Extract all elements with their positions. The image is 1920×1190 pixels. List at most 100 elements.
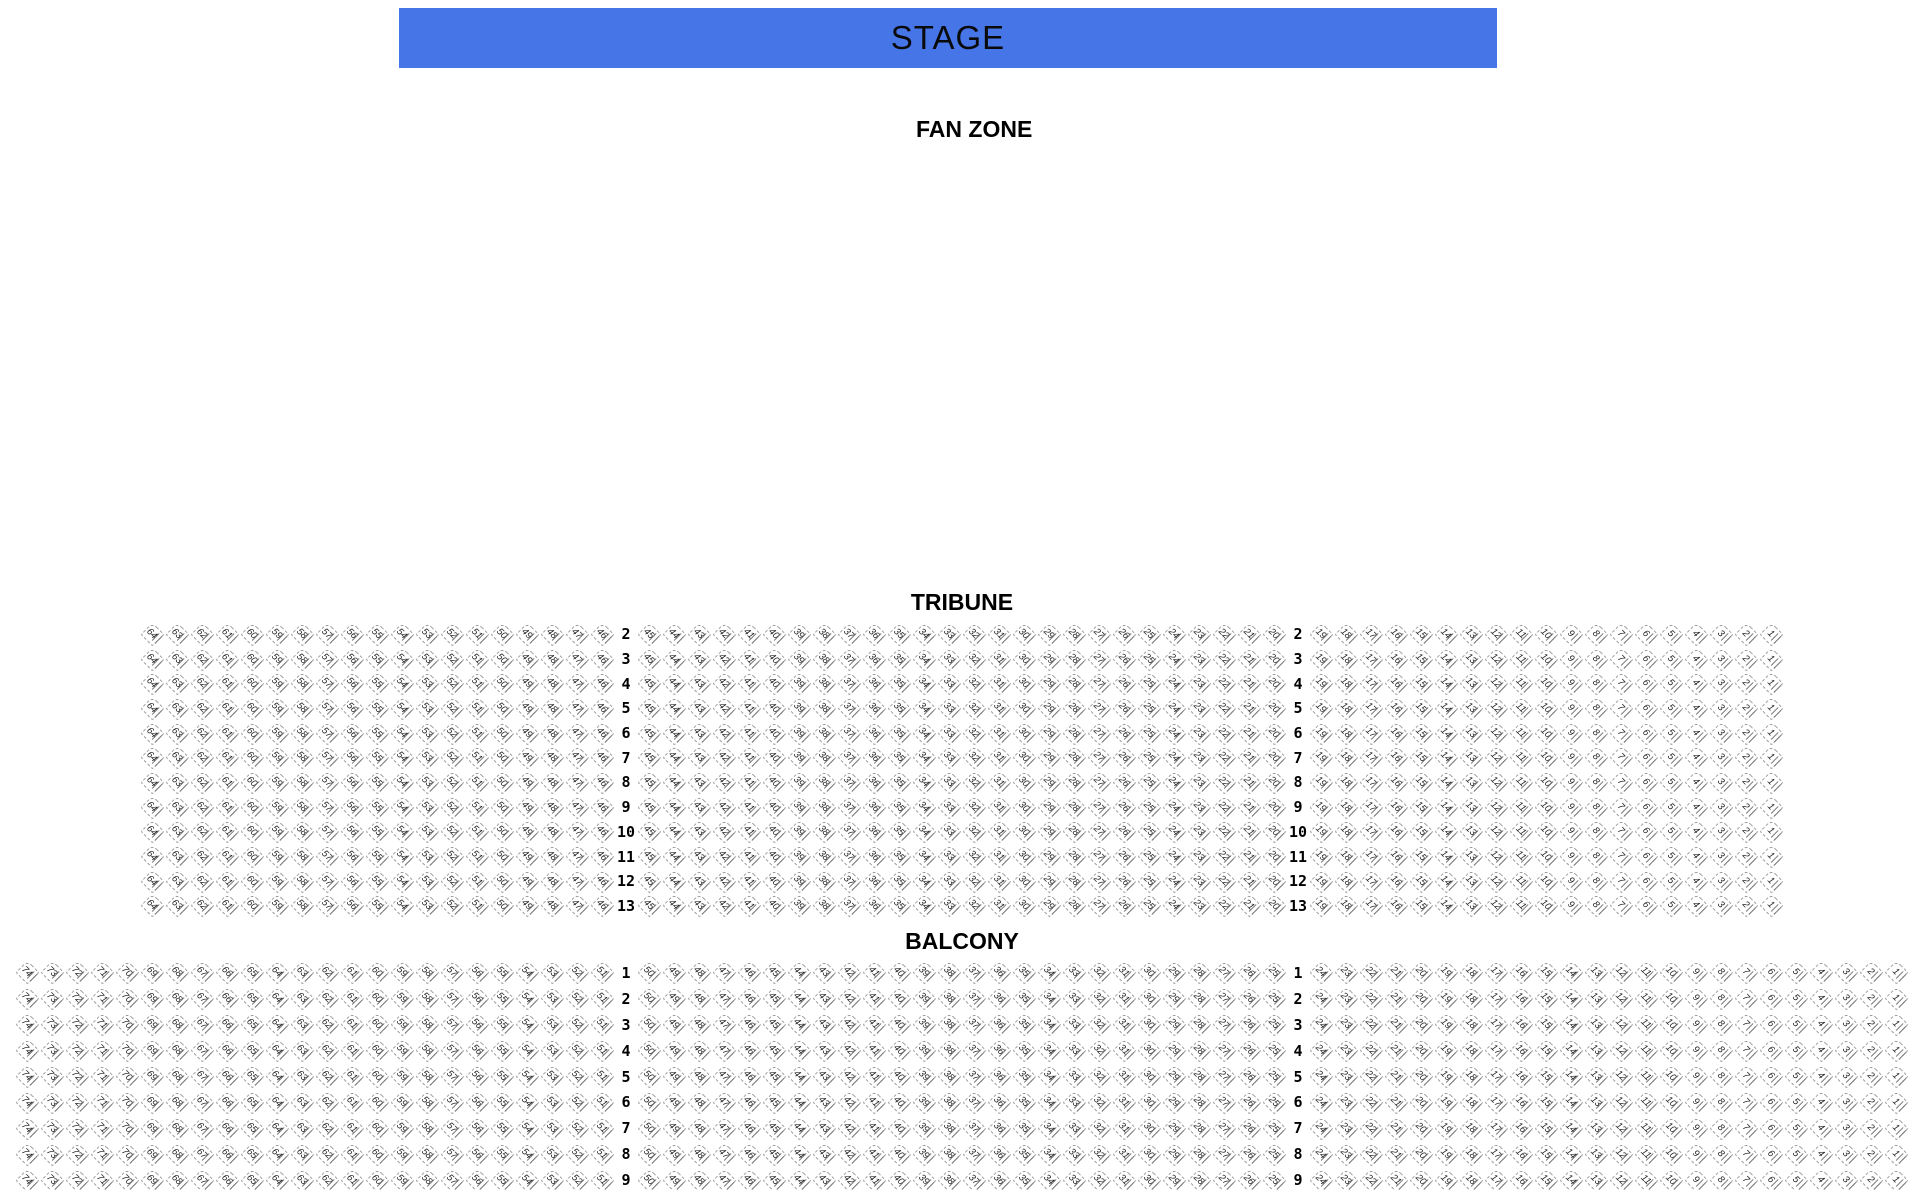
seat-tribune-r11-s35[interactable]: 35 — [887, 845, 911, 869]
seat-balcony-r1-s10[interactable]: 10 — [1659, 961, 1683, 985]
seat-balcony-r2-s35[interactable]: 35 — [1012, 987, 1036, 1011]
seat-balcony-r8-s20[interactable]: 20 — [1409, 1142, 1433, 1166]
seat-balcony-r9-s74[interactable]: 74 — [15, 1168, 39, 1190]
seat-balcony-r8-s8[interactable]: 8 — [1709, 1142, 1733, 1166]
seat-tribune-r6-s50[interactable]: 50 — [490, 721, 514, 745]
seat-tribune-r12-s55[interactable]: 55 — [365, 869, 389, 893]
seat-balcony-r4-s50[interactable]: 50 — [637, 1039, 661, 1063]
seat-tribune-r8-s19[interactable]: 19 — [1309, 770, 1333, 794]
seat-tribune-r5-s3[interactable]: 3 — [1709, 696, 1733, 720]
seat-tribune-r7-s7[interactable]: 7 — [1609, 746, 1633, 770]
seat-balcony-r9-s24[interactable]: 24 — [1309, 1168, 1333, 1190]
seat-balcony-r3-s58[interactable]: 58 — [415, 1013, 439, 1037]
seat-tribune-r7-s6[interactable]: 6 — [1634, 746, 1658, 770]
seat-tribune-r9-s42[interactable]: 42 — [712, 795, 736, 819]
seat-balcony-r7-s46[interactable]: 46 — [737, 1116, 761, 1140]
seat-balcony-r6-s29[interactable]: 29 — [1162, 1090, 1186, 1114]
seat-balcony-r7-s55[interactable]: 55 — [490, 1116, 514, 1140]
seat-balcony-r1-s29[interactable]: 29 — [1162, 961, 1186, 985]
seat-balcony-r9-s43[interactable]: 43 — [812, 1168, 836, 1190]
seat-balcony-r9-s30[interactable]: 30 — [1137, 1168, 1161, 1190]
seat-tribune-r13-s1[interactable]: 1 — [1759, 894, 1783, 918]
seat-balcony-r5-s11[interactable]: 11 — [1634, 1064, 1658, 1088]
seat-balcony-r7-s21[interactable]: 21 — [1384, 1116, 1408, 1140]
seat-tribune-r4-s34[interactable]: 34 — [912, 672, 936, 696]
seat-tribune-r11-s3[interactable]: 3 — [1709, 845, 1733, 869]
seat-balcony-r9-s54[interactable]: 54 — [515, 1168, 539, 1190]
seat-balcony-r9-s1[interactable]: 1 — [1884, 1168, 1908, 1190]
seat-balcony-r1-s3[interactable]: 3 — [1834, 961, 1858, 985]
seat-tribune-r7-s36[interactable]: 36 — [862, 746, 886, 770]
seat-balcony-r8-s1[interactable]: 1 — [1884, 1142, 1908, 1166]
seat-balcony-r2-s57[interactable]: 57 — [440, 987, 464, 1011]
seat-tribune-r11-s11[interactable]: 11 — [1509, 845, 1533, 869]
seat-tribune-r10-s45[interactable]: 45 — [637, 820, 661, 844]
seat-balcony-r8-s51[interactable]: 51 — [590, 1142, 614, 1166]
seat-balcony-r4-s2[interactable]: 2 — [1859, 1039, 1883, 1063]
seat-tribune-r5-s19[interactable]: 19 — [1309, 696, 1333, 720]
seat-tribune-r4-s17[interactable]: 17 — [1359, 672, 1383, 696]
seat-tribune-r3-s41[interactable]: 41 — [737, 647, 761, 671]
seat-balcony-r9-s59[interactable]: 59 — [390, 1168, 414, 1190]
seat-tribune-r10-s37[interactable]: 37 — [837, 820, 861, 844]
seat-balcony-r9-s57[interactable]: 57 — [440, 1168, 464, 1190]
seat-tribune-r10-s20[interactable]: 20 — [1262, 820, 1286, 844]
seat-tribune-r12-s44[interactable]: 44 — [662, 869, 686, 893]
seat-tribune-r7-s45[interactable]: 45 — [637, 746, 661, 770]
seat-tribune-r11-s30[interactable]: 30 — [1012, 845, 1036, 869]
seat-tribune-r4-s16[interactable]: 16 — [1384, 672, 1408, 696]
seat-tribune-r3-s56[interactable]: 56 — [340, 647, 364, 671]
seat-tribune-r3-s62[interactable]: 62 — [190, 647, 214, 671]
seat-balcony-r6-s51[interactable]: 51 — [590, 1090, 614, 1114]
seat-balcony-r6-s60[interactable]: 60 — [365, 1090, 389, 1114]
seat-balcony-r9-s48[interactable]: 48 — [687, 1168, 711, 1190]
seat-tribune-r8-s11[interactable]: 11 — [1509, 770, 1533, 794]
seat-balcony-r7-s25[interactable]: 25 — [1262, 1116, 1286, 1140]
seat-tribune-r13-s18[interactable]: 18 — [1334, 894, 1358, 918]
seat-tribune-r3-s39[interactable]: 39 — [787, 647, 811, 671]
seat-tribune-r11-s59[interactable]: 59 — [265, 845, 289, 869]
seat-balcony-r8-s48[interactable]: 48 — [687, 1142, 711, 1166]
seat-tribune-r2-s47[interactable]: 47 — [565, 622, 589, 646]
seat-balcony-r9-s4[interactable]: 4 — [1809, 1168, 1833, 1190]
seat-tribune-r10-s46[interactable]: 46 — [590, 820, 614, 844]
seat-tribune-r8-s22[interactable]: 22 — [1212, 770, 1236, 794]
seat-balcony-r2-s10[interactable]: 10 — [1659, 987, 1683, 1011]
seat-balcony-r7-s39[interactable]: 39 — [912, 1116, 936, 1140]
seat-tribune-r8-s15[interactable]: 15 — [1409, 770, 1433, 794]
seat-tribune-r2-s16[interactable]: 16 — [1384, 622, 1408, 646]
seat-balcony-r2-s20[interactable]: 20 — [1409, 987, 1433, 1011]
seat-balcony-r4-s70[interactable]: 70 — [115, 1039, 139, 1063]
seat-tribune-r2-s52[interactable]: 52 — [440, 622, 464, 646]
seat-balcony-r6-s62[interactable]: 62 — [315, 1090, 339, 1114]
seat-balcony-r5-s54[interactable]: 54 — [515, 1064, 539, 1088]
seat-balcony-r1-s52[interactable]: 52 — [565, 961, 589, 985]
seat-tribune-r13-s56[interactable]: 56 — [340, 894, 364, 918]
seat-balcony-r6-s53[interactable]: 53 — [540, 1090, 564, 1114]
seat-balcony-r6-s49[interactable]: 49 — [662, 1090, 686, 1114]
seat-tribune-r11-s22[interactable]: 22 — [1212, 845, 1236, 869]
seat-balcony-r7-s4[interactable]: 4 — [1809, 1116, 1833, 1140]
seat-tribune-r10-s28[interactable]: 28 — [1062, 820, 1086, 844]
seat-balcony-r5-s65[interactable]: 65 — [240, 1064, 264, 1088]
seat-tribune-r6-s25[interactable]: 25 — [1137, 721, 1161, 745]
seat-balcony-r8-s36[interactable]: 36 — [987, 1142, 1011, 1166]
seat-tribune-r9-s48[interactable]: 48 — [540, 795, 564, 819]
seat-balcony-r7-s44[interactable]: 44 — [787, 1116, 811, 1140]
seat-tribune-r2-s24[interactable]: 24 — [1162, 622, 1186, 646]
seat-tribune-r3-s36[interactable]: 36 — [862, 647, 886, 671]
seat-tribune-r10-s63[interactable]: 63 — [165, 820, 189, 844]
seat-tribune-r2-s1[interactable]: 1 — [1759, 622, 1783, 646]
seat-balcony-r3-s73[interactable]: 73 — [40, 1013, 64, 1037]
seat-balcony-r2-s8[interactable]: 8 — [1709, 987, 1733, 1011]
seat-tribune-r4-s11[interactable]: 11 — [1509, 672, 1533, 696]
seat-balcony-r1-s58[interactable]: 58 — [415, 961, 439, 985]
seat-balcony-r3-s1[interactable]: 1 — [1884, 1013, 1908, 1037]
seat-tribune-r6-s60[interactable]: 60 — [240, 721, 264, 745]
seat-tribune-r8-s53[interactable]: 53 — [415, 770, 439, 794]
seat-balcony-r9-s26[interactable]: 26 — [1237, 1168, 1261, 1190]
seat-tribune-r11-s34[interactable]: 34 — [912, 845, 936, 869]
seat-tribune-r7-s8[interactable]: 8 — [1584, 746, 1608, 770]
seat-tribune-r6-s57[interactable]: 57 — [315, 721, 339, 745]
seat-tribune-r5-s37[interactable]: 37 — [837, 696, 861, 720]
